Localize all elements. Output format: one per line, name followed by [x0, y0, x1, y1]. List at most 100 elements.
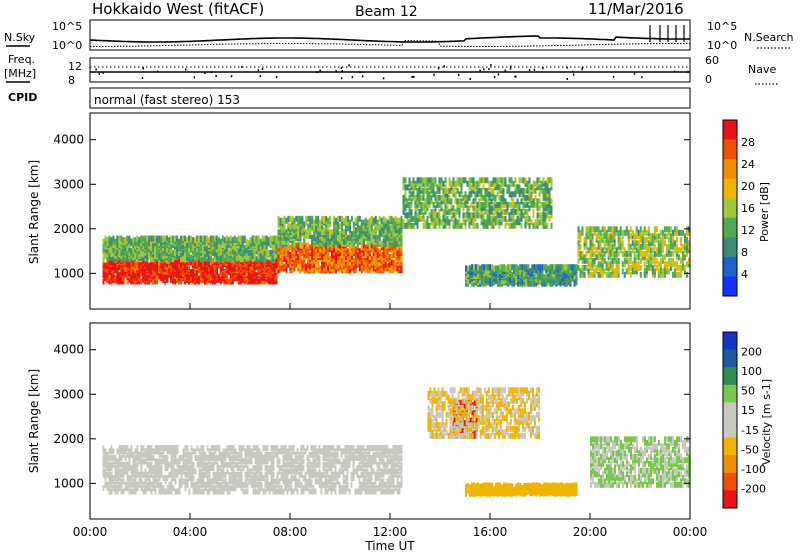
- heatmap-cell: [462, 201, 465, 208]
- heatmap-cell: [110, 243, 113, 250]
- heatmap-cell: [402, 205, 405, 212]
- heatmap-cell: [390, 215, 393, 222]
- heatmap-cell: [649, 233, 652, 240]
- heatmap-cell: [215, 243, 218, 250]
- heatmap-cell: [503, 264, 506, 271]
- nave-tick-top: 60: [705, 54, 719, 67]
- heatmap-cell: [541, 264, 544, 271]
- heatmap-cell: [404, 194, 407, 201]
- heatmap-cell: [348, 267, 351, 274]
- heatmap-cell: [673, 240, 676, 247]
- heatmap-cell: [483, 264, 486, 271]
- heatmap-cell: [613, 229, 616, 236]
- heatmap-cell: [498, 212, 501, 219]
- heatmap-cell: [550, 208, 553, 215]
- heatmap-cell: [231, 270, 234, 277]
- heatmap-cell: [587, 247, 590, 254]
- heatmap-cell: [687, 229, 690, 236]
- heatmap-cell: [589, 271, 592, 278]
- heatmap-cell: [207, 254, 210, 261]
- heatmap-cell: [128, 235, 131, 242]
- heatmap-cell: [667, 257, 670, 264]
- heatmap-cell: [490, 219, 493, 226]
- heatmap-cell: [128, 256, 131, 263]
- heatmap-cell: [160, 445, 163, 452]
- heatmap-cell: [474, 198, 477, 205]
- heatmap-cell: [627, 247, 630, 254]
- heatmap-cell: [665, 268, 668, 275]
- heatmap-cell: [408, 205, 411, 212]
- heatmap-cell: [424, 219, 427, 226]
- heatmap-cell: [188, 273, 191, 280]
- heatmap-cell: [498, 194, 501, 201]
- heatmap-cell: [532, 222, 535, 229]
- heatmap-cell: [428, 191, 431, 198]
- heatmap-cell: [108, 471, 111, 478]
- heatmap-cell: [514, 208, 517, 215]
- heatmap-cell: [577, 240, 580, 247]
- heatmap-cell: [675, 247, 678, 254]
- heatmap-cell: [219, 246, 222, 253]
- heatmap-cell: [130, 238, 133, 245]
- heatmap-cell: [623, 229, 626, 236]
- heatmap-cell: [450, 201, 453, 208]
- heatmap-cell: [342, 236, 345, 243]
- heatmap-cell: [685, 271, 688, 278]
- heatmap-cell: [609, 261, 612, 268]
- heatmap-cell: [319, 246, 322, 253]
- heatmap-cell: [138, 478, 141, 485]
- heatmap-cell: [154, 261, 157, 267]
- heatmap-cell: [241, 256, 244, 263]
- heatmap-cell: [182, 267, 185, 274]
- heatmap-cell: [553, 271, 556, 278]
- heatmap-cell: [418, 177, 421, 184]
- heatmap-cell: [140, 471, 143, 478]
- heatmap-cell: [530, 219, 533, 226]
- heatmap-cell: [120, 471, 123, 478]
- heatmap-cell: [354, 267, 357, 274]
- heatmap-cell: [446, 208, 449, 215]
- heatmap-cell: [313, 234, 316, 241]
- freq-dot: [382, 77, 385, 80]
- heatmap-cell: [178, 243, 181, 250]
- heatmap-cell: [430, 219, 433, 226]
- heatmap-cell: [484, 201, 487, 208]
- heatmap-cell: [106, 262, 109, 269]
- heatmap-cell: [510, 194, 513, 201]
- freq-dot: [515, 75, 517, 78]
- heatmap-cell: [122, 448, 125, 455]
- heatmap-cell: [339, 215, 342, 222]
- heatmap-cell: [424, 187, 427, 194]
- heatmap-cell: [293, 233, 296, 239]
- heatmap-cell: [422, 177, 425, 184]
- heatmap-cell: [140, 478, 143, 485]
- heatmap-cell: [450, 187, 453, 194]
- heatmap-cell: [410, 198, 413, 205]
- heatmap-cell: [267, 249, 270, 256]
- heatmap-cell: [510, 177, 513, 184]
- heatmap-cell: [498, 184, 501, 191]
- heatmap-cell: [585, 264, 588, 271]
- heatmap-cell: [114, 485, 117, 492]
- heatmap-cell: [543, 264, 546, 271]
- heatmap-cell: [420, 201, 423, 208]
- heatmap-cell: [134, 478, 137, 485]
- heatmap-cell: [283, 233, 286, 239]
- heatmap-cell: [470, 187, 473, 194]
- heatmap-cell: [422, 180, 425, 187]
- heatmap-cell: [106, 275, 109, 282]
- heatmap-cell: [178, 455, 181, 462]
- heatmap-cell: [188, 475, 191, 482]
- heatmap-cell: [434, 219, 437, 226]
- heatmap-cell: [297, 254, 300, 260]
- heatmap-cell: [323, 248, 326, 255]
- heatmap-cell: [277, 267, 280, 274]
- heatmap-cell: [203, 267, 206, 274]
- heatmap-cell: [585, 233, 588, 240]
- heatmap-cell: [158, 475, 161, 482]
- heatmap-cell: [191, 241, 194, 248]
- heatmap-cell: [196, 455, 199, 462]
- heatmap-cell: [352, 246, 355, 253]
- heatmap-cell: [313, 219, 316, 226]
